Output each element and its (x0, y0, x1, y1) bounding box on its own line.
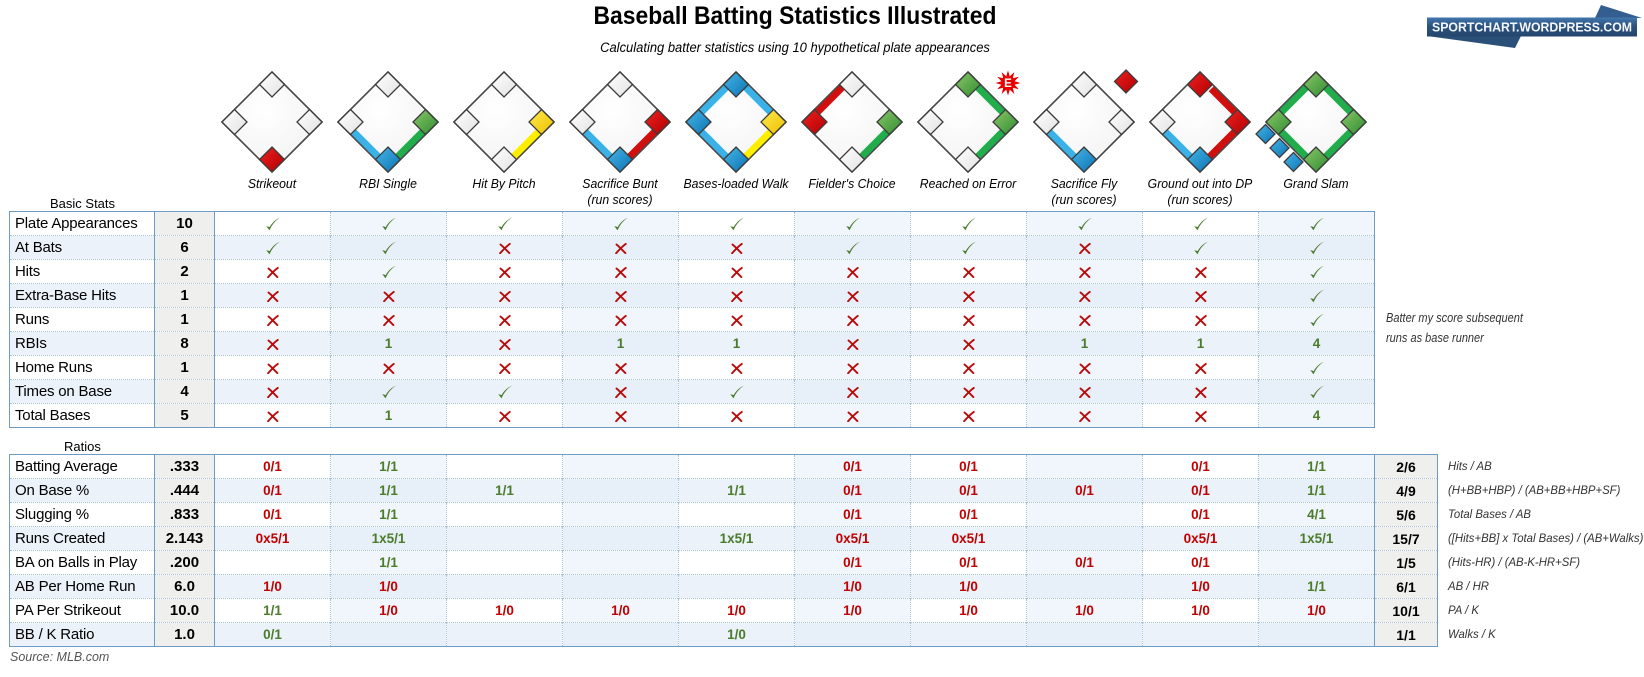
svg-text:SPORTCHART.WORDPRESS.COM: SPORTCHART.WORDPRESS.COM (1432, 20, 1632, 35)
svg-text:E: E (1004, 78, 1012, 90)
